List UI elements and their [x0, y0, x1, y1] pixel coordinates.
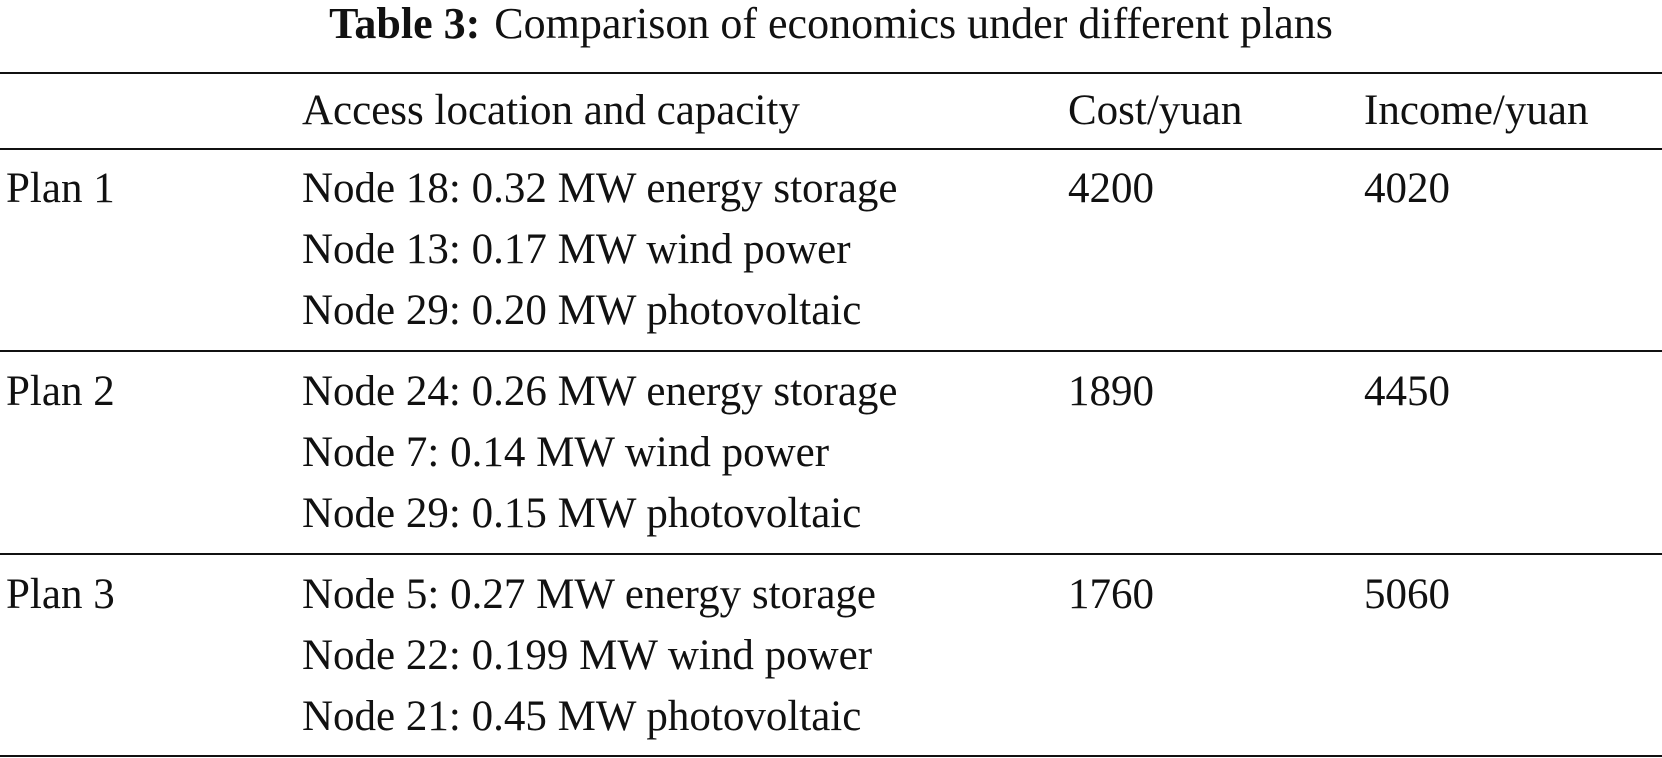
row-plan-label: Plan 2	[6, 368, 115, 415]
table-row-divider	[0, 553, 1662, 555]
row-income: 5060	[1364, 571, 1450, 618]
row-access-details: Node 24: 0.26 MW energy storage Node 7: …	[302, 361, 898, 544]
row-access-details: Node 5: 0.27 MW energy storage Node 22: …	[302, 564, 876, 747]
row-access-details: Node 18: 0.32 MW energy storage Node 13:…	[302, 158, 898, 341]
table-row-divider	[0, 350, 1662, 352]
access-line-storage: Node 18: 0.32 MW energy storage	[302, 165, 898, 212]
access-line-storage: Node 5: 0.27 MW energy storage	[302, 571, 877, 618]
row-plan-label: Plan 1	[6, 165, 115, 212]
table-caption-label: Table 3:	[329, 0, 481, 48]
table-header-rule	[0, 148, 1662, 150]
row-cost: 1890	[1068, 368, 1154, 415]
access-line-storage: Node 24: 0.26 MW energy storage	[302, 368, 898, 415]
access-line-pv: Node 21: 0.45 MW photovoltaic	[302, 693, 862, 740]
table-caption-text: Comparison of economics under different …	[494, 0, 1333, 48]
row-cost: 4200	[1068, 165, 1154, 212]
table-bottom-rule	[0, 755, 1662, 757]
row-cost: 1760	[1068, 571, 1154, 618]
access-line-wind: Node 13: 0.17 MW wind power	[302, 226, 851, 273]
access-line-wind: Node 22: 0.199 MW wind power	[302, 632, 873, 679]
access-line-pv: Node 29: 0.20 MW photovoltaic	[302, 287, 862, 334]
table-caption: Table 3: Comparison of economics under di…	[0, 0, 1662, 46]
row-income: 4020	[1364, 165, 1450, 212]
access-line-wind: Node 7: 0.14 MW wind power	[302, 429, 830, 476]
table-top-rule	[0, 72, 1662, 74]
row-plan-label: Plan 3	[6, 571, 115, 618]
header-access-location: Access location and capacity	[302, 87, 800, 134]
row-income: 4450	[1364, 368, 1450, 415]
header-cost: Cost/yuan	[1068, 87, 1243, 134]
access-line-pv: Node 29: 0.15 MW photovoltaic	[302, 490, 862, 537]
header-income: Income/yuan	[1364, 87, 1589, 134]
